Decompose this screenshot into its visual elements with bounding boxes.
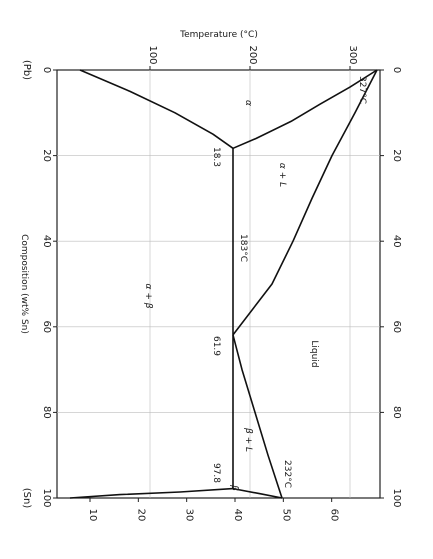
x-tick-label: 40 <box>41 235 52 248</box>
phase-label-liquid: Liquid <box>309 340 319 367</box>
x-end-label-sn: (Sn) <box>21 488 32 509</box>
phase-label-alpha-beta: α + β <box>143 284 153 309</box>
annotation-sn-melt: 232°C <box>282 460 292 488</box>
phase-curves <box>69 69 378 499</box>
x2-tick-label: 0 <box>391 67 402 73</box>
y-tick-label: 300 <box>347 45 358 64</box>
x-tick-label: 20 <box>41 149 52 162</box>
x-tick-label: 80 <box>41 406 52 419</box>
annotation-eutectic-comp: 61.9 <box>211 336 221 356</box>
phase-label-alpha: α <box>243 100 253 106</box>
x2-tick-label: 20 <box>391 149 402 162</box>
grid-lines <box>57 70 380 498</box>
x-end-label-pb: (Pb) <box>21 60 32 80</box>
phase-boundary-4 <box>79 69 234 149</box>
y-tick-label: 100 <box>147 45 158 64</box>
phase-boundary-1 <box>232 69 378 150</box>
phase-label-beta: β <box>229 484 239 491</box>
x-tick-label: 0 <box>41 67 52 73</box>
y2-tick-label: 30 <box>184 509 195 522</box>
plot-frame <box>56 69 381 499</box>
y2-tick-label: 20 <box>135 509 146 522</box>
phase-boundary-6 <box>69 487 234 499</box>
y2-tick-label: 50 <box>280 509 291 522</box>
y-axis-title: Temperature (°C) <box>179 30 258 40</box>
phase-boundary-3 <box>232 334 283 499</box>
x-tick-label: 100 <box>41 488 52 507</box>
x2-tick-label: 60 <box>391 320 402 333</box>
x-tick-label: 60 <box>41 320 52 333</box>
x-axis-title: Composition (wt% Sn) <box>19 234 29 334</box>
phase-boundary-2 <box>232 69 378 336</box>
phase-boundary-7 <box>232 487 283 499</box>
x2-tick-label: 80 <box>391 406 402 419</box>
y-tick-label: 200 <box>247 45 258 64</box>
phase-label-beta-liquid: β + L <box>243 427 253 452</box>
x2-tick-label: 100 <box>391 488 402 507</box>
annotation-beta-comp: 97.8 <box>211 463 221 483</box>
annotation-eutectic-temp: 183°C <box>238 234 248 262</box>
axis-ticks: 0 20 40 60 80 100 0 20 40 60 80 100 100 200 300 10 20 30 4… <box>41 45 402 521</box>
annotation-pb-melt: 327°C <box>357 76 367 104</box>
y2-tick-label: 40 <box>232 509 243 522</box>
y2-tick-label: 10 <box>87 509 98 522</box>
phase-label-alpha-liquid: α + L <box>277 163 287 187</box>
annotation-alpha-comp: 18.3 <box>211 147 221 167</box>
y2-tick-label: 60 <box>329 509 340 522</box>
x2-tick-label: 40 <box>391 235 402 248</box>
